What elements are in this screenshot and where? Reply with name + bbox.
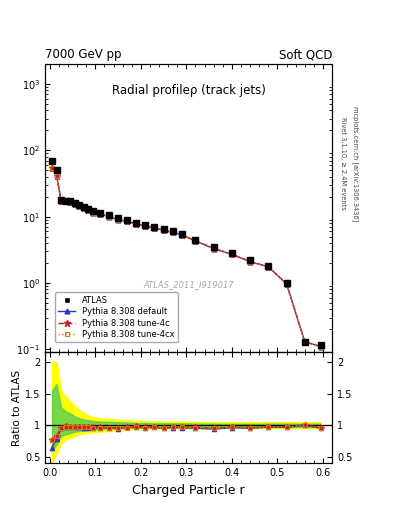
Y-axis label: Ratio to ATLAS: Ratio to ATLAS (12, 370, 22, 446)
Legend: ATLAS, Pythia 8.308 default, Pythia 8.308 tune-4c, Pythia 8.308 tune-4cx: ATLAS, Pythia 8.308 default, Pythia 8.30… (55, 292, 178, 343)
Text: Soft QCD: Soft QCD (279, 49, 332, 61)
Text: Radial profileρ (track jets): Radial profileρ (track jets) (112, 84, 266, 97)
Text: Rivet 3.1.10, ≥ 2.4M events: Rivet 3.1.10, ≥ 2.4M events (340, 117, 346, 210)
X-axis label: Charged Particle r: Charged Particle r (132, 484, 245, 497)
Text: mcplots.cern.ch [arXiv:1306.3436]: mcplots.cern.ch [arXiv:1306.3436] (352, 106, 358, 222)
Text: 7000 GeV pp: 7000 GeV pp (45, 49, 122, 61)
Text: ATLAS_2011_I919017: ATLAS_2011_I919017 (143, 280, 234, 289)
